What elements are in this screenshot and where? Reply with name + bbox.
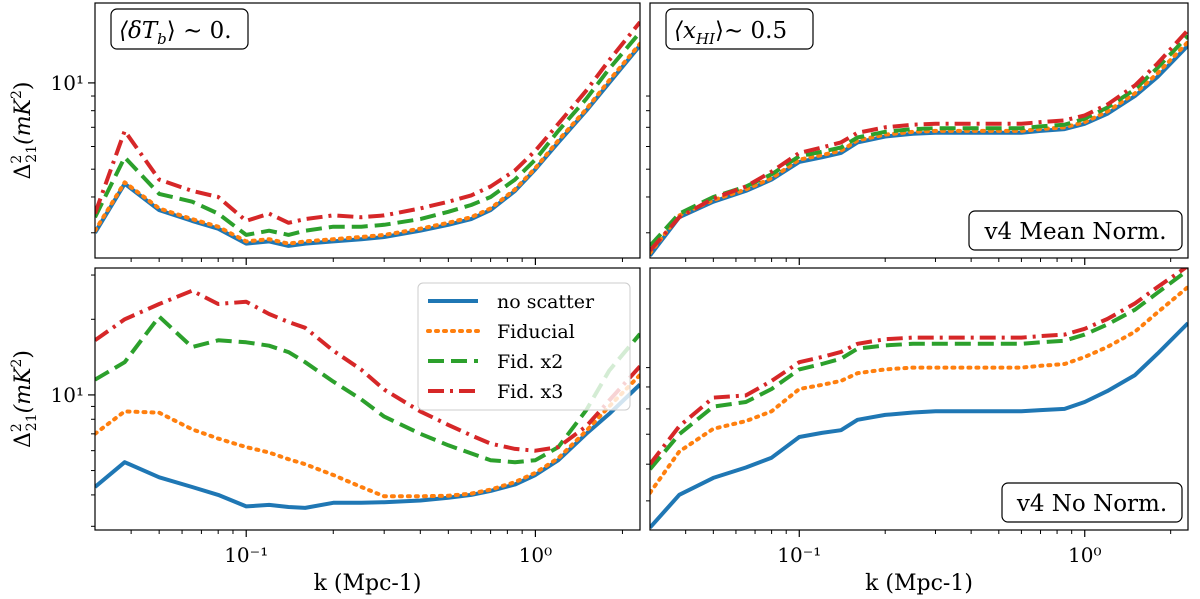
annotation-box bbox=[1001, 482, 1183, 523]
annotation-text: v4 Mean Norm. bbox=[983, 219, 1166, 245]
y-tick-label: 10¹ bbox=[51, 71, 84, 95]
y-label-unit-sup: 2 bbox=[9, 90, 25, 99]
panel-top-right: ⟨xHI⟩∼ 0.5 v4 Mean Norm. bbox=[646, 2, 1189, 265]
x-tick-label: 10⁰ bbox=[1068, 543, 1101, 567]
title-box-text: ⟨xHI⟩∼ 0.5 bbox=[674, 18, 787, 48]
y-label-close: ) bbox=[11, 350, 36, 359]
annotation-box bbox=[968, 210, 1183, 251]
series-line-fid-x2 bbox=[95, 314, 640, 465]
title-rest: ⟩ ∼ 0. bbox=[167, 18, 232, 44]
y-label-close: ) bbox=[11, 81, 36, 90]
series-line-fid-x2 bbox=[650, 268, 1188, 471]
annotation-text: v4 No Norm. bbox=[1016, 491, 1167, 517]
y-axis-label: Δ221(mK2) bbox=[9, 81, 40, 179]
x-axis-label: k (Mpc-1) bbox=[865, 571, 973, 596]
legend-label: no scatter bbox=[497, 291, 595, 313]
y-label-delta: Δ bbox=[11, 432, 36, 448]
plot-frame bbox=[94, 2, 641, 259]
series-line-fiducial bbox=[650, 39, 1188, 255]
series-line-fid-x3 bbox=[95, 20, 640, 225]
series-line-fiducial bbox=[95, 373, 640, 499]
series-line-fid-x3 bbox=[650, 268, 1188, 466]
y-axis-label: Δ221(mK2) bbox=[9, 350, 40, 448]
x-tick-label: 10⁰ bbox=[519, 543, 552, 567]
title-sub: HI bbox=[695, 30, 716, 48]
plot-frame bbox=[649, 2, 1189, 259]
y-label-sub: 21 bbox=[24, 145, 40, 163]
series-group bbox=[95, 20, 640, 248]
series-group bbox=[650, 268, 1188, 529]
title-box bbox=[110, 8, 249, 50]
panel-bottom-right: 10⁻¹ 10⁰ k (Mpc-1) v4 No Norm. bbox=[646, 267, 1189, 596]
series-line-fid-x2 bbox=[95, 31, 640, 237]
y-label-unit: (mK bbox=[11, 97, 36, 144]
series-group bbox=[95, 288, 640, 510]
title-box bbox=[665, 8, 814, 50]
series-line-fiducial bbox=[95, 41, 640, 246]
title-rest: ⟩∼ 0.5 bbox=[715, 18, 787, 44]
series-line-fiducial bbox=[650, 285, 1188, 495]
y-label-sup: 2 bbox=[9, 423, 25, 432]
x-tick-label: 10⁻¹ bbox=[777, 543, 821, 567]
series-group bbox=[650, 28, 1188, 257]
series-line-no-scatter bbox=[650, 321, 1188, 529]
title-box-text: ⟨δTb⟩ ∼ 0. bbox=[119, 18, 232, 48]
y-label-sup: 2 bbox=[9, 155, 25, 164]
series-line-no-scatter bbox=[650, 44, 1188, 257]
series-line-fid-x3 bbox=[95, 288, 640, 453]
title-main: ⟨x bbox=[674, 18, 696, 44]
legend-label: Fid. x2 bbox=[497, 351, 563, 373]
x-tick-label: 10⁻¹ bbox=[224, 543, 268, 567]
legend-label: Fiducial bbox=[497, 321, 575, 343]
y-label-delta: Δ bbox=[11, 164, 36, 180]
series-line-fid-x3 bbox=[650, 28, 1188, 252]
y-tick-label: 10¹ bbox=[51, 383, 84, 407]
y-label-sub: 21 bbox=[24, 413, 40, 431]
title-main: ⟨δT bbox=[119, 18, 159, 44]
y-label-unit-sup: 2 bbox=[9, 359, 25, 368]
legend-label: Fid. x3 bbox=[497, 381, 563, 403]
plot-frame bbox=[94, 267, 641, 531]
plot-frame bbox=[649, 267, 1189, 531]
y-label-unit: (mK bbox=[11, 366, 36, 413]
legend-box bbox=[417, 282, 631, 411]
x-axis-label: k (Mpc-1) bbox=[314, 571, 422, 596]
title-sub: b bbox=[157, 30, 167, 48]
